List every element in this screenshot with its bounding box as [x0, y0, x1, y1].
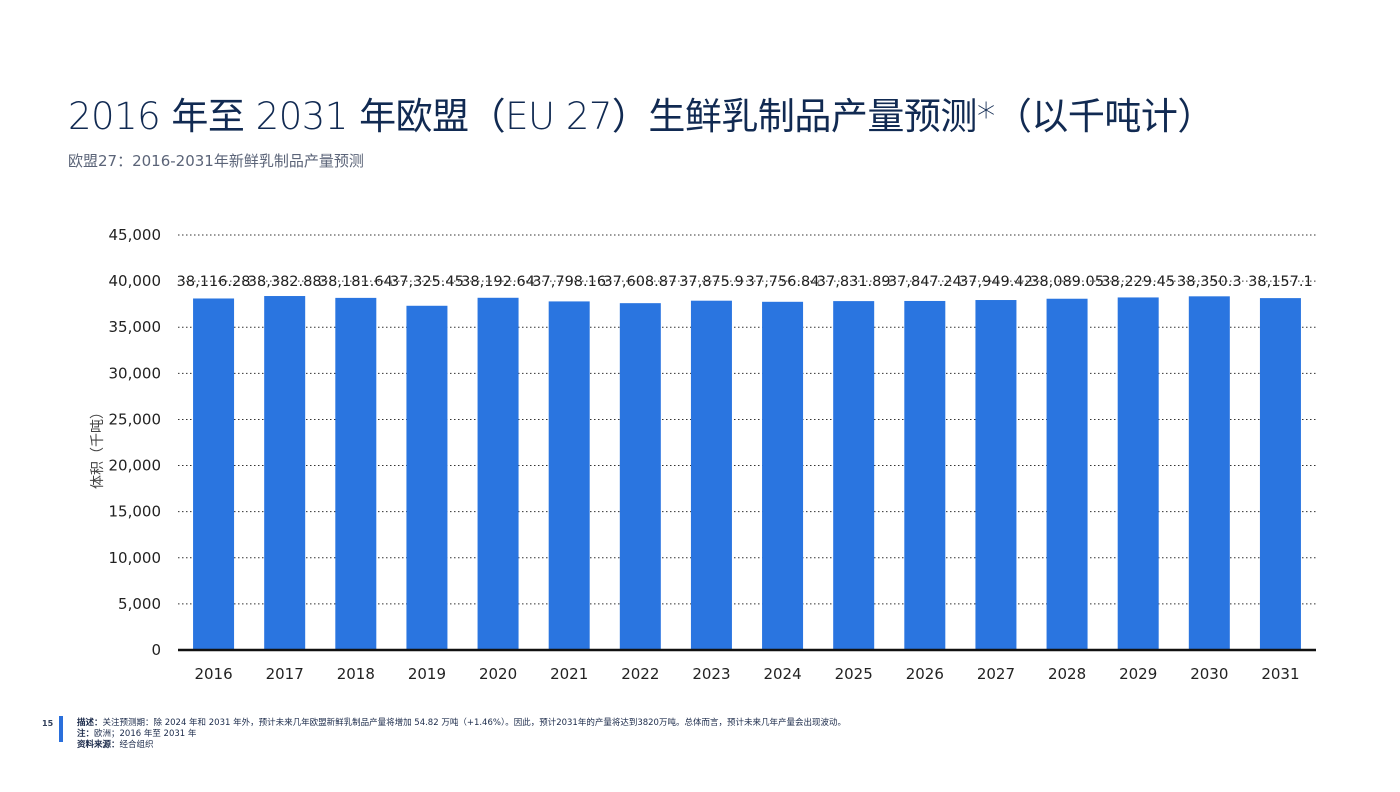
x-tick-label: 2026: [906, 665, 944, 683]
y-tick-label: 35,000: [109, 318, 162, 336]
bar: [477, 297, 519, 650]
footer-description: 描述：关注预测期：除 2024 年和 2031 年外，预计未来几年欧盟新鲜乳制品…: [77, 718, 846, 729]
y-axis-label: 体积（千吨）: [90, 405, 106, 489]
footer-accent-bar: [59, 716, 63, 742]
bar: [193, 298, 235, 650]
bar: [548, 301, 590, 650]
x-tick-label: 2025: [835, 665, 873, 683]
bar: [335, 297, 377, 650]
data-label: 38,116.28: [177, 274, 251, 290]
y-tick-label: 40,000: [109, 272, 162, 290]
source-text: 经合组织: [119, 740, 154, 750]
data-label: 38,181.64: [319, 274, 393, 290]
bar: [975, 300, 1017, 650]
x-tick-label: 2024: [763, 665, 801, 683]
bar: [833, 301, 875, 650]
x-tick-label: 2016: [194, 665, 232, 683]
data-label: 38,192.64: [461, 274, 535, 290]
x-tick-label: 2029: [1119, 665, 1157, 683]
x-tick-label: 2019: [408, 665, 446, 683]
data-label: 38,089.05: [1030, 274, 1104, 290]
data-label: 37,608.87: [603, 274, 677, 290]
data-label: 37,798.16: [532, 274, 606, 290]
slide-subtitle: 欧盟27：2016-2031年新鲜乳制品产量预测: [68, 152, 364, 170]
data-label: 38,382.88: [248, 274, 322, 290]
bar: [1188, 296, 1230, 650]
data-label: 37,831.89: [817, 274, 891, 290]
bar: [904, 300, 946, 650]
page-number: 15: [42, 719, 54, 728]
footer-source: 资料来源：经合组织: [77, 740, 846, 751]
note-label: 注：: [77, 729, 95, 739]
y-tick-label: 0: [151, 641, 161, 659]
footer-note: 注：欧洲；2016 年至 2031 年: [77, 729, 846, 740]
bar: [1046, 298, 1088, 650]
bar: [264, 296, 306, 650]
bar: [406, 305, 448, 650]
bar: [690, 300, 732, 650]
data-label: 37,756.84: [746, 274, 820, 290]
y-tick-label: 5,000: [118, 595, 161, 613]
data-label: 38,350.3: [1177, 274, 1242, 290]
bar: [762, 301, 804, 650]
data-label-layer: 38,116.2838,382.8838,181.6437,325.4538,1…: [177, 274, 1313, 290]
footer-notes: 描述：关注预测期：除 2024 年和 2031 年外，预计未来几年欧盟新鲜乳制品…: [77, 718, 846, 751]
y-tick-label: 45,000: [109, 226, 162, 244]
axis-layer: 0 5,000 10,000 15,000 20,000 25,000 30,000 35,0…: [109, 226, 1316, 683]
bar: [619, 303, 661, 650]
data-label: 38,157.1: [1248, 274, 1313, 290]
data-label: 37,847.24: [888, 274, 962, 290]
y-tick-label: 20,000: [109, 457, 162, 475]
y-tick-label: 30,000: [109, 364, 162, 382]
description-label: 描述：: [77, 718, 103, 728]
bar-layer: [193, 296, 1301, 650]
x-tick-label: 2020: [479, 665, 517, 683]
bar: [1117, 297, 1159, 650]
data-label: 38,229.45: [1101, 274, 1175, 290]
y-tick-label: 25,000: [109, 410, 162, 428]
x-tick-label: 2030: [1190, 665, 1228, 683]
bar: [1259, 298, 1301, 650]
data-label: 37,875.9: [679, 274, 744, 290]
x-tick-label: 2028: [1048, 665, 1086, 683]
source-label: 资料来源：: [77, 740, 120, 750]
x-tick-label: 2031: [1261, 665, 1299, 683]
x-tick-label: 2017: [266, 665, 304, 683]
data-label: 37,949.42: [959, 274, 1033, 290]
data-label: 37,325.45: [390, 274, 464, 290]
note-text: 欧洲；2016 年至 2031 年: [94, 729, 197, 739]
y-tick-label: 10,000: [109, 549, 162, 567]
x-tick-label: 2022: [621, 665, 659, 683]
x-tick-label: 2018: [337, 665, 375, 683]
x-tick-label: 2027: [977, 665, 1015, 683]
x-tick-label: 2021: [550, 665, 588, 683]
description-text: 关注预测期：除 2024 年和 2031 年外，预计未来几年欧盟新鲜乳制品产量将…: [102, 718, 846, 728]
y-tick-label: 15,000: [109, 503, 162, 521]
slide-title: 2016 年至 2031 年欧盟（EU 27）生鲜乳制品产量预测*（以千吨计）: [68, 95, 1214, 138]
x-tick-label: 2023: [692, 665, 730, 683]
